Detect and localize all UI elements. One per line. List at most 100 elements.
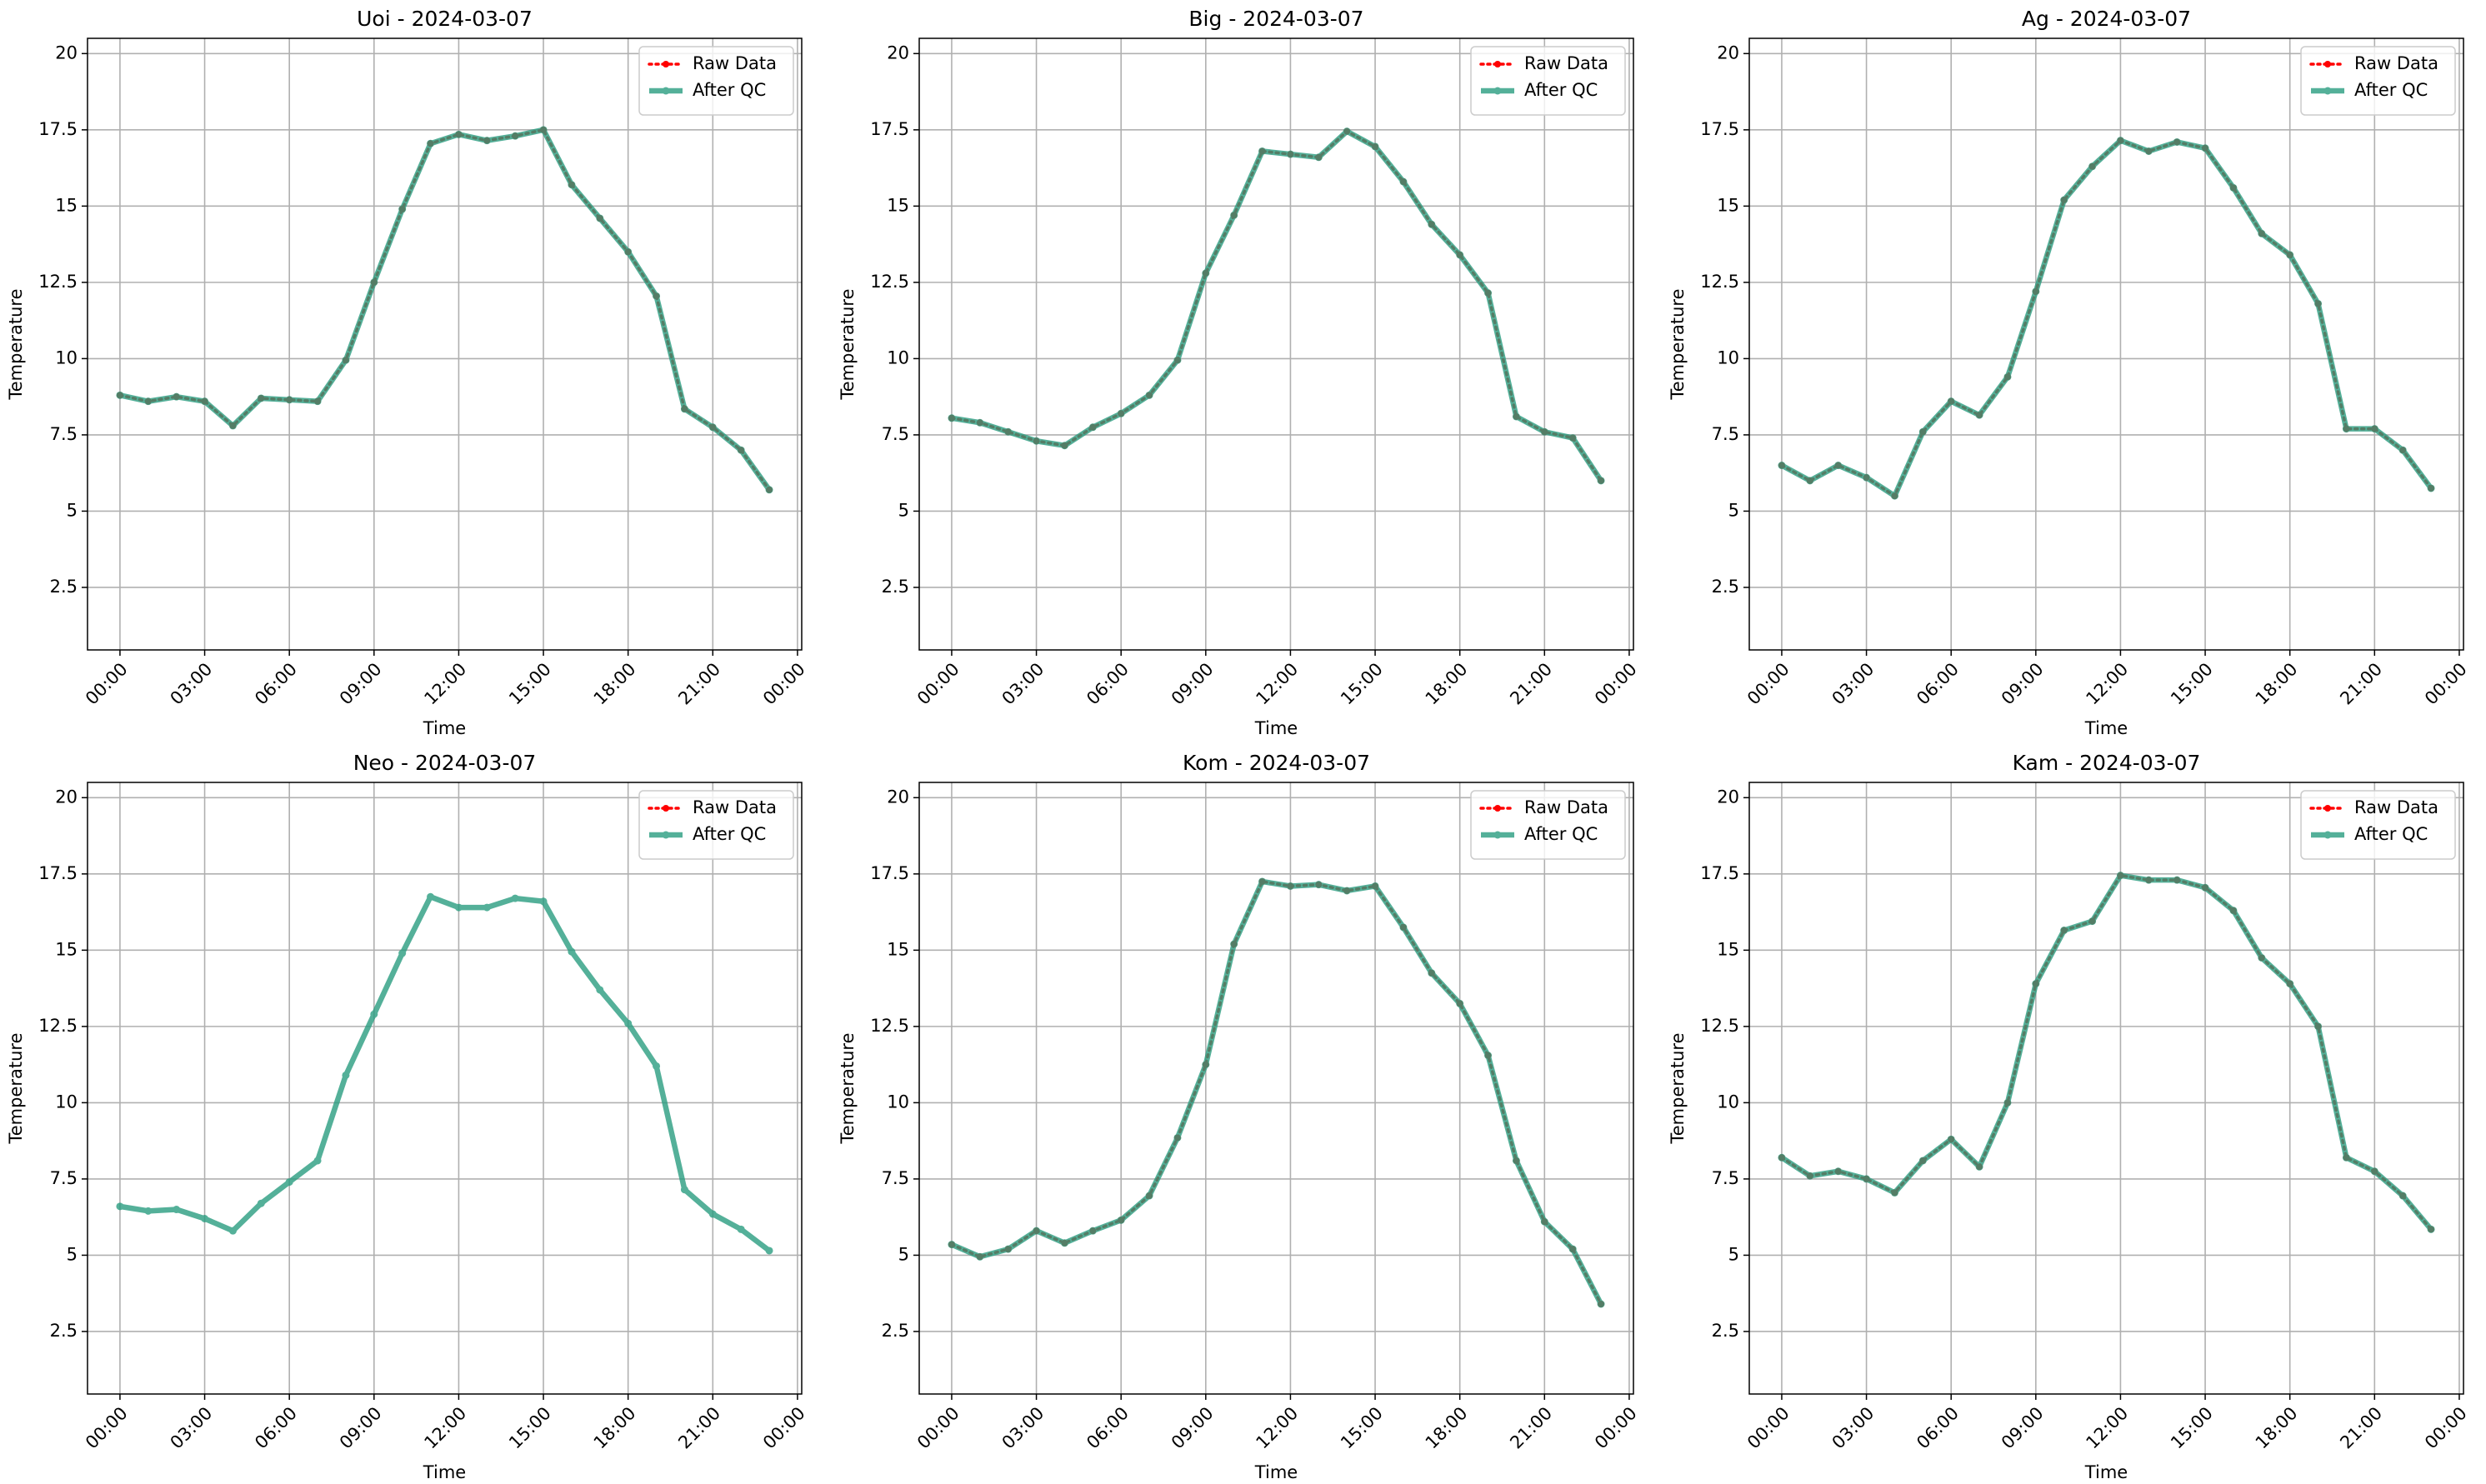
series-marker [2398,446,2407,454]
legend-entry [648,805,684,812]
series-marker [1806,477,1814,485]
series-marker [1202,269,1210,277]
x-tick-label: 21:00 [1506,659,1556,709]
series-marker [1484,1052,1493,1060]
legend: Raw Data After QC [1470,46,1626,116]
series-marker [1456,999,1464,1007]
legend: Raw Data After QC [2300,46,2456,116]
series-marker [1947,397,1955,406]
series-marker [1230,940,1238,948]
y-tick-label: 20 [1717,42,1739,62]
data-layer [1778,872,2435,1233]
axes-frame [918,782,1634,1395]
legend-marker [2324,805,2331,812]
legend-marker [2323,831,2332,839]
y-tick-label: 5 [898,1244,909,1264]
series-marker [1173,356,1182,364]
legend-entry [2309,805,2346,812]
x-axis-label: Time [423,718,466,738]
data-layer [948,877,1605,1308]
legend-marker [662,831,670,839]
series-marker [2314,1022,2323,1031]
y-axis-label: Temperature [1668,1032,1688,1144]
series-marker [737,1225,745,1233]
legend-marker [1494,805,1501,812]
series-marker [708,423,717,432]
series-marker [976,418,984,427]
x-tick-label: 00:00 [82,1403,132,1453]
series-marker [313,397,322,406]
series-marker [398,205,407,213]
series-marker [2258,953,2266,962]
series-marker [1399,923,1408,932]
series-marker [1314,881,1323,889]
qc-series [116,126,773,494]
series-marker [708,1210,717,1218]
legend-label: After QC [1524,824,1598,844]
series-marker [370,1010,378,1018]
legend-label: Raw Data [1524,53,1608,73]
y-tick-label: 20 [1717,787,1739,807]
x-tick-label: 03:00 [998,1403,1048,1453]
series-marker [1863,473,1871,482]
chart-title: Big - 2024-03-07 [1188,7,1363,31]
subplot: 2.5 5 7.5 10 12.5 15 17.5 20 00:00 03:00 06:00 09:0… [1668,751,2471,1482]
series-marker [1947,1135,1955,1143]
x-tick-label: 12:00 [420,1403,470,1453]
series-marker [1145,1192,1153,1200]
legend-label: After QC [693,80,766,100]
legend-marker [2324,61,2331,67]
x-tick-label: 12:00 [1252,659,1302,709]
series-marker [624,1019,633,1027]
x-tick-label: 15:00 [2167,659,2217,709]
x-tick-label: 18:00 [1422,1403,1472,1453]
y-tick-label: 20 [887,787,909,807]
x-tick-label: 21:00 [2336,659,2386,709]
legend: Raw Data After QC [2300,790,2456,860]
chart-title: Neo - 2024-03-07 [353,751,537,775]
y-tick-label: 5 [67,1244,78,1264]
series-marker [976,1252,984,1261]
series-marker [2201,883,2209,892]
legend-label: After QC [2354,80,2428,100]
series-marker [2060,927,2068,935]
series-marker [1428,220,1436,228]
legend-label: Raw Data [2354,53,2438,73]
series-marker [483,903,491,912]
legend-label: After QC [2354,824,2428,844]
x-tick-label: 15:00 [505,659,555,709]
x-tick-label: 09:00 [1998,1403,2048,1453]
y-tick-label: 7.5 [1712,1168,1739,1188]
data-layer [116,892,773,1255]
series-marker [427,892,435,901]
x-tick-label: 00:00 [1591,659,1641,709]
series-marker [342,356,350,364]
series-marker [2258,229,2266,237]
series-marker [2342,425,2350,433]
series-marker [1540,1217,1548,1226]
series-marker [1597,1300,1605,1308]
series-marker [1173,1133,1182,1142]
x-axis-label: Time [423,1462,466,1482]
chart-title: Kom - 2024-03-07 [1183,751,1370,775]
series-marker [1343,127,1351,136]
series-marker [2032,980,2040,988]
legend-marker [1493,87,1502,95]
series-marker [511,894,519,902]
series-marker [1975,1162,1983,1171]
series-marker [1778,462,1786,470]
series-marker [1456,251,1464,259]
series-marker [1540,427,1548,436]
y-tick-label: 2.5 [882,1321,909,1341]
series-marker [342,1071,350,1079]
legend-marker [1494,61,1501,67]
series-line [119,127,772,492]
legend-label: After QC [1524,80,1598,100]
series-marker [1060,1239,1068,1247]
series-marker [2144,147,2153,155]
y-tick-label: 17.5 [1700,863,1739,883]
series-marker [1806,1172,1814,1180]
y-tick-label: 15 [1717,195,1739,215]
plot-area [1749,38,2463,650]
series-marker [1286,882,1294,890]
